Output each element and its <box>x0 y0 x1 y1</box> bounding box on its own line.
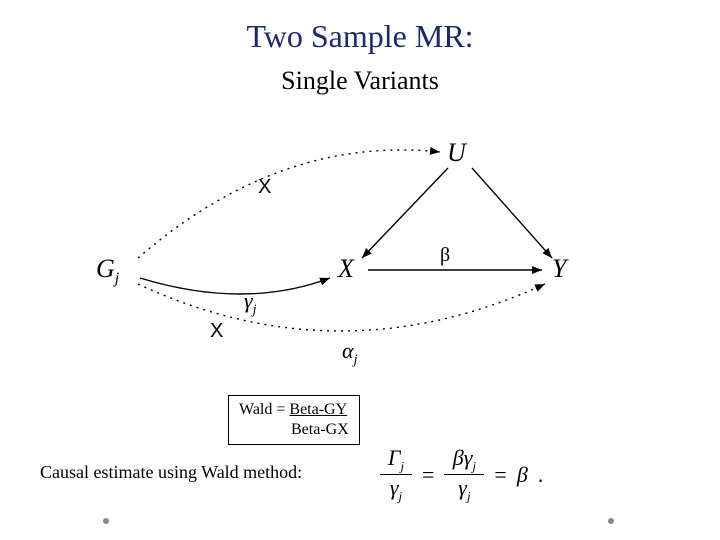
label-alpha: αj <box>342 338 357 368</box>
edge-gu-dashed <box>138 150 440 258</box>
label-gamma: γj <box>244 288 257 318</box>
wald-box: Wald = Beta-GY Beta-GX <box>228 395 360 445</box>
edge-uy <box>472 168 552 258</box>
node-x: X <box>338 254 354 284</box>
wald-line2: Beta-GX <box>239 420 349 440</box>
node-g: Gj <box>96 254 119 288</box>
violation-top: X <box>258 176 271 199</box>
edge-ux <box>362 168 448 258</box>
bullet-right <box>608 518 614 524</box>
label-beta: β <box>440 244 450 267</box>
violation-bottom: X <box>210 320 223 343</box>
dag-diagram <box>0 0 720 420</box>
wald-line1: Wald = Beta-GY <box>239 400 349 420</box>
edge-gx <box>140 278 330 294</box>
node-y: Y <box>552 254 566 284</box>
wald-formula: Γj γj = βγj γj = β. <box>380 445 543 505</box>
bullet-left <box>103 518 109 524</box>
node-u: U <box>447 138 466 168</box>
wald-caption: Causal estimate using Wald method: <box>40 462 302 483</box>
